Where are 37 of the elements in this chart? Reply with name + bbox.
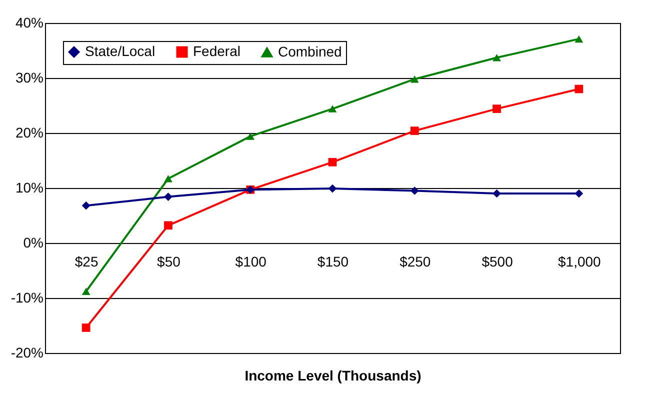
y-tick-label: 10% [15,180,44,196]
x-tick-label: $25 [74,254,98,270]
point [82,324,90,332]
point [164,175,172,182]
point [492,189,501,198]
x-axis-title: Income Level (Thousands) [244,368,422,384]
legend-label: Combined [278,43,342,60]
x-tick-label: $150 [317,254,349,270]
y-tick-label: 20% [15,124,44,140]
y-tick-label: -20% [10,344,44,360]
point [410,126,419,135]
point [574,189,584,198]
y-tick-label: 40% [15,14,44,30]
y-tick-label: 30% [15,70,44,86]
point [164,192,172,201]
point [82,201,90,210]
x-tick-label: $500 [482,254,514,270]
legend-label: State/Local [85,43,156,59]
point [246,132,255,140]
point [164,221,172,230]
x-tick-label: $250 [400,254,431,270]
x-tick-label: $50 [157,254,181,270]
y-tick-label: 0% [23,234,44,250]
point [328,158,337,166]
point [492,104,501,113]
point [492,54,501,62]
legend-label: Federal [193,43,240,59]
point [574,35,584,43]
point [574,84,584,94]
point [410,186,419,195]
x-tick-label: $100 [235,254,267,270]
y-tick-label: -10% [10,290,44,306]
x-tick-label: $1,000 [558,254,602,270]
point [328,105,337,112]
point [410,75,419,83]
point [328,184,337,193]
point [82,288,90,296]
